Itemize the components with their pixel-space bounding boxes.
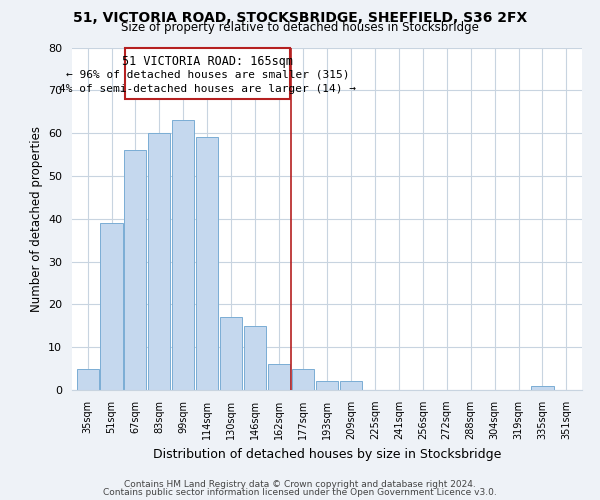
Bar: [316, 382, 338, 390]
Bar: [340, 382, 362, 390]
Bar: [172, 120, 194, 390]
Bar: [220, 317, 242, 390]
X-axis label: Distribution of detached houses by size in Stocksbridge: Distribution of detached houses by size …: [153, 448, 501, 460]
Text: 51 VICTORIA ROAD: 165sqm: 51 VICTORIA ROAD: 165sqm: [122, 55, 293, 68]
Bar: [148, 133, 170, 390]
Bar: [532, 386, 554, 390]
Bar: [268, 364, 290, 390]
Y-axis label: Number of detached properties: Number of detached properties: [29, 126, 43, 312]
Bar: [244, 326, 266, 390]
Text: Size of property relative to detached houses in Stocksbridge: Size of property relative to detached ho…: [121, 21, 479, 34]
Bar: [77, 368, 98, 390]
Bar: [124, 150, 146, 390]
Bar: [100, 223, 122, 390]
Text: 51, VICTORIA ROAD, STOCKSBRIDGE, SHEFFIELD, S36 2FX: 51, VICTORIA ROAD, STOCKSBRIDGE, SHEFFIE…: [73, 11, 527, 25]
Text: Contains HM Land Registry data © Crown copyright and database right 2024.: Contains HM Land Registry data © Crown c…: [124, 480, 476, 489]
Text: ← 96% of detached houses are smaller (315): ← 96% of detached houses are smaller (31…: [65, 70, 349, 80]
FancyBboxPatch shape: [125, 48, 290, 99]
Bar: [292, 368, 314, 390]
Text: Contains public sector information licensed under the Open Government Licence v3: Contains public sector information licen…: [103, 488, 497, 497]
Text: 4% of semi-detached houses are larger (14) →: 4% of semi-detached houses are larger (1…: [59, 84, 356, 94]
Bar: [196, 138, 218, 390]
